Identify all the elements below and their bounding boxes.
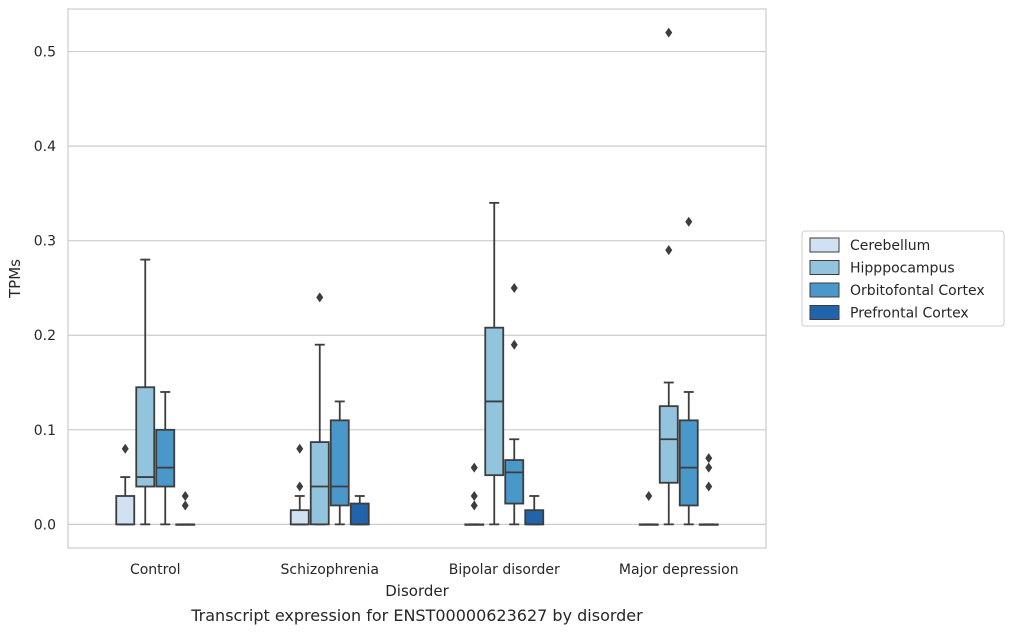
box-group: [504, 282, 525, 526]
legend-label: Orbitofontal Cortex: [850, 283, 985, 299]
outlier-point: [181, 490, 189, 501]
x-tick-label: Schizophrenia: [281, 562, 379, 578]
box-group: [309, 292, 330, 526]
legend-frame: [801, 230, 1005, 327]
x-tick-labels: Control Schizophrenia Bipolar disorder Majo…: [130, 562, 739, 578]
outlier-point: [705, 453, 713, 464]
outlier-point: [685, 216, 693, 227]
outlier-point: [181, 500, 189, 511]
y-tick-label: 0.0: [34, 517, 56, 533]
outlier-point: [705, 462, 713, 473]
outlier-point: [296, 481, 304, 492]
outlier-point: [510, 282, 518, 293]
box-group: [678, 216, 699, 526]
outlier-point: [296, 443, 304, 454]
box: [309, 441, 330, 526]
y-tick-label: 0.3: [34, 234, 56, 250]
x-tick-label: Bipolar disorder: [449, 562, 560, 578]
y-tick-labels: 0.0 0.1 0.2 0.3 0.4 0.5: [34, 45, 56, 534]
y-axis-label: TPMs: [6, 259, 24, 299]
legend-swatch: [809, 282, 840, 298]
y-tick-label: 0.1: [34, 423, 56, 439]
outlier-point: [665, 245, 673, 256]
box: [115, 495, 136, 526]
box: [658, 405, 679, 484]
legend-label: Hipppocampus: [850, 261, 955, 277]
series-cerebellum: [115, 443, 659, 526]
box-group: [524, 495, 545, 526]
legend-swatch: [809, 260, 840, 275]
box-group: [175, 490, 196, 526]
outlier-point: [665, 27, 673, 38]
figure-caption: Transcript expression for ENST0000062362…: [191, 606, 643, 625]
outlier-point: [121, 443, 129, 454]
legend-swatch: [809, 237, 840, 253]
box-group: [638, 490, 659, 526]
outlier-point: [316, 292, 324, 303]
legend-swatch: [809, 305, 840, 320]
box-group: [289, 443, 310, 526]
series-prefrontal-cortex: [175, 453, 719, 526]
box-group: [349, 495, 370, 526]
legend-label: Cerebellum: [850, 238, 930, 254]
series-orbitofontal-cortex: [155, 216, 699, 526]
box-group: [115, 443, 136, 526]
box-series: [115, 27, 719, 526]
y-tick-label: 0.2: [34, 328, 56, 344]
box: [155, 428, 176, 488]
box-group: [698, 453, 719, 526]
series-hipppocampus: [135, 27, 679, 526]
outlier-point: [510, 339, 518, 350]
plot-frame: [67, 8, 767, 549]
box-plot-chart: 0.0 0.1 0.2 0.3 0.4 0.5 Control Schizophrenia B…: [6, 8, 1005, 600]
x-tick-label: Control: [130, 562, 181, 578]
legend: Cerebellum Hipppocampus Orbitofontal Corte…: [801, 230, 1005, 327]
outlier-point: [645, 490, 653, 501]
box-group: [484, 201, 505, 526]
legend-label: Prefrontal Cortex: [850, 306, 969, 322]
x-tick-label: Major depression: [619, 562, 739, 578]
box-group: [155, 391, 176, 526]
outlier-point: [470, 500, 478, 511]
box-group: [135, 258, 156, 526]
box: [349, 502, 370, 526]
box: [524, 509, 545, 526]
y-tick-label: 0.4: [34, 139, 56, 155]
box-group: [329, 400, 350, 526]
box: [678, 419, 699, 507]
outlier-point: [470, 490, 478, 501]
box: [329, 419, 350, 507]
y-tick-label: 0.5: [34, 45, 56, 61]
box: [289, 509, 310, 526]
x-axis-label: Disorder: [385, 582, 449, 600]
box-group: [658, 27, 679, 526]
outlier-point: [705, 481, 713, 492]
box: [135, 386, 156, 488]
box: [504, 459, 525, 505]
outlier-point: [470, 462, 478, 473]
box-group: [464, 462, 485, 526]
